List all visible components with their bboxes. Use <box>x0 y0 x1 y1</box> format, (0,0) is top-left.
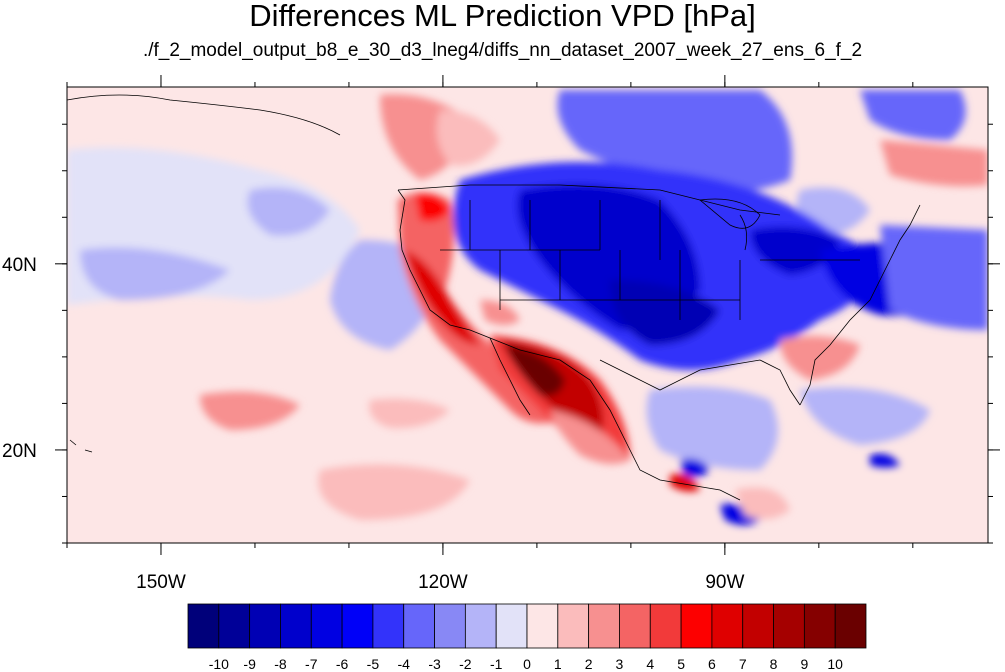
colorbar-label: 4 <box>646 656 654 672</box>
colorbar-swatch <box>464 603 497 649</box>
colorbar-label: -8 <box>274 656 287 672</box>
colorbar-label: 3 <box>616 656 624 672</box>
colorbar-swatch <box>341 603 374 649</box>
coastline-outlines <box>67 94 921 501</box>
colorbar-label: 7 <box>739 656 747 672</box>
x-tick-label: 150W <box>136 572 186 593</box>
colorbar-swatch <box>403 603 435 649</box>
colorbar-label: 5 <box>677 656 685 672</box>
colorbar-label: -3 <box>428 656 441 672</box>
map-subtitle: ./f_2_model_output_b8_e_30_d3_lneg4/diff… <box>142 40 863 61</box>
colorbar-label: 9 <box>800 656 808 672</box>
y-tick-label: 20N <box>2 441 37 462</box>
colorbar-label: -9 <box>243 656 256 672</box>
colorbar-swatch <box>711 603 744 649</box>
colorbar-swatch <box>588 603 620 649</box>
y-axis: 20N 40N <box>2 123 1000 544</box>
vpd-difference-field <box>67 87 988 543</box>
colorbar-label: -10 <box>209 656 229 672</box>
colorbar-label: -7 <box>305 656 318 672</box>
colorbar-label: -4 <box>398 656 411 672</box>
map-frame <box>66 86 989 544</box>
colorbar-label: 2 <box>585 656 593 672</box>
colorbar-swatch <box>434 603 466 649</box>
colorbar-swatch <box>619 603 651 649</box>
colorbar-swatch <box>249 603 281 649</box>
colorbar-label: 8 <box>770 656 778 672</box>
colorbar-label: 1 <box>554 656 562 672</box>
colorbar-swatch <box>803 603 836 649</box>
colorbar-swatch <box>310 603 343 649</box>
colorbar-swatch <box>526 603 559 649</box>
x-axis: 150W 120W 90W <box>66 75 914 593</box>
colorbar-label: 6 <box>708 656 716 672</box>
colorbar-swatch <box>773 603 805 649</box>
colorbar-swatch <box>649 603 682 649</box>
colorbar-swatch <box>557 603 590 649</box>
colorbar-swatch <box>187 603 220 649</box>
colorbar-swatch <box>495 603 528 649</box>
colorbar-swatch <box>280 603 312 649</box>
colorbar-swatch <box>742 603 774 649</box>
colorbar-swatch <box>372 603 405 649</box>
colorbar-label: 0 <box>523 656 531 672</box>
colorbar-label: -6 <box>336 656 349 672</box>
map-title: Differences ML Prediction VPD [hPa] <box>249 0 756 33</box>
colorbar-label: 10 <box>827 656 843 672</box>
colorbar-label: -5 <box>367 656 380 672</box>
colorbar-swatch <box>680 603 713 649</box>
x-tick-label: 120W <box>418 572 468 593</box>
colorbar-swatch <box>218 603 251 649</box>
colorbar-label: -2 <box>459 656 472 672</box>
colorbar-swatch <box>834 603 867 649</box>
y-tick-label: 40N <box>2 255 37 276</box>
colorbar: -10 -9 -8 -7 -6 -5 -4 -3 -2 -1 0 1 2 3 4 5 6 7 8 9 10 <box>187 603 867 672</box>
colorbar-label: -1 <box>490 656 503 672</box>
x-tick-label: 90W <box>705 572 744 593</box>
